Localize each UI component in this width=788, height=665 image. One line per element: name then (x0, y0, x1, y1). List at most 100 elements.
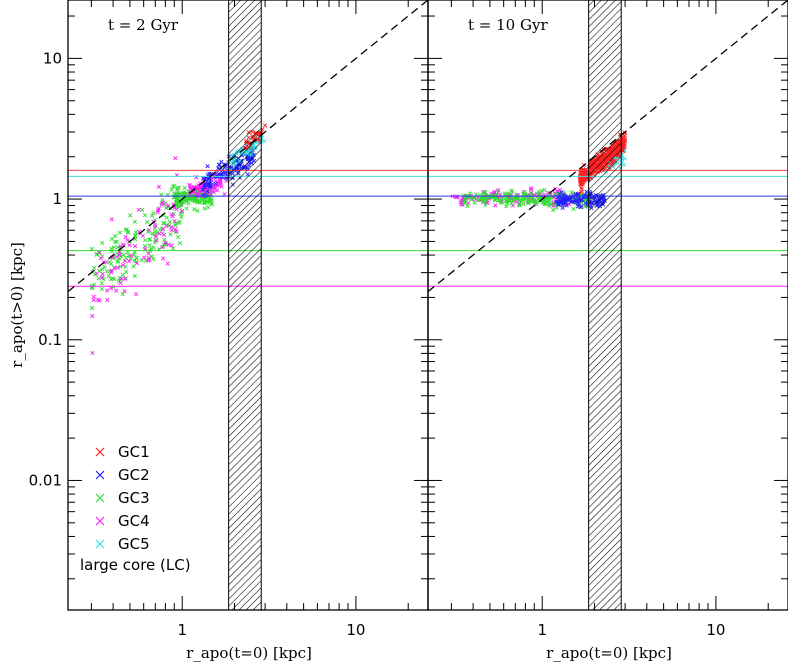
hatched-band (588, 0, 622, 611)
y-tick-label: 0.01 (29, 471, 62, 489)
point-gc3 (543, 202, 548, 207)
point-gc4 (174, 207, 179, 212)
point-gc3 (100, 240, 105, 246)
point-gc4 (127, 259, 132, 264)
point-gc3 (120, 272, 125, 277)
point-gc5 (621, 162, 627, 168)
point-gc2 (560, 205, 565, 211)
point-gc4 (91, 297, 96, 303)
point-gc3 (117, 230, 122, 235)
point-gc2 (559, 199, 565, 204)
point-gc2 (564, 196, 569, 201)
point-gc3 (463, 200, 468, 206)
point-gc3 (537, 198, 542, 203)
point-gc3 (151, 211, 156, 216)
point-gc3 (99, 287, 105, 292)
point-gc3 (517, 202, 522, 208)
point-gc3 (206, 205, 211, 210)
point-gc4 (134, 261, 139, 266)
point-gc3 (493, 197, 498, 202)
point-gc4 (161, 232, 167, 237)
point-gc3 (177, 241, 183, 246)
point-gc3 (173, 223, 178, 228)
point-gc4 (94, 271, 99, 276)
point-gc3 (121, 252, 126, 257)
point-gc3 (480, 190, 486, 196)
point-gc3 (504, 204, 509, 209)
point-gc3 (115, 245, 121, 250)
axis-ticks: 1 10 0.01 0.1 1 10 (29, 0, 428, 639)
legend-marker-gc2 (95, 470, 105, 480)
panel-label: t = 2 Gyr (108, 16, 179, 34)
point-gc3 (162, 237, 167, 242)
point-gc4 (510, 203, 516, 208)
point-gc3 (124, 227, 129, 232)
legend-label-gc4: GC4 (118, 512, 150, 530)
point-gc4 (557, 187, 563, 193)
point-gc4 (100, 271, 105, 277)
point-gc4 (179, 208, 185, 214)
point-gc2 (579, 205, 584, 210)
point-gc3 (182, 185, 187, 190)
point-gc4 (127, 243, 132, 248)
point-gc2 (578, 197, 583, 202)
y-tick-label: 10 (43, 49, 62, 67)
point-gc1 (578, 177, 583, 182)
point-gc2 (556, 201, 561, 207)
legend-label-gc1: GC1 (118, 443, 150, 461)
point-gc4 (160, 245, 165, 250)
point-gc2 (579, 197, 584, 203)
point-gc3 (208, 199, 213, 204)
point-gc3 (125, 230, 131, 235)
point-gc4 (529, 187, 534, 192)
point-gc4 (188, 186, 193, 192)
point-gc2 (584, 189, 589, 194)
point-gc3 (99, 281, 104, 286)
point-gc2 (574, 197, 580, 203)
point-gc2 (571, 199, 577, 204)
point-gc4 (125, 238, 130, 243)
point-gc4 (173, 156, 178, 161)
point-gc3 (175, 203, 180, 208)
point-gc3 (465, 203, 470, 209)
point-gc3 (112, 239, 118, 245)
point-gc4 (122, 276, 128, 281)
point-gc4 (216, 182, 222, 188)
point-gc4 (166, 242, 171, 247)
point-gc3 (111, 245, 117, 250)
point-gc3 (177, 200, 182, 205)
point-gc3 (106, 273, 111, 278)
point-gc3 (120, 292, 125, 297)
point-gc3 (144, 219, 150, 225)
point-gc3 (472, 200, 478, 205)
point-gc4 (172, 218, 177, 224)
point-gc2 (200, 187, 206, 192)
point-gc4 (159, 202, 164, 207)
point-gc3 (192, 207, 197, 212)
point-gc4 (155, 210, 160, 215)
point-gc4 (166, 203, 171, 208)
point-gc3 (128, 256, 133, 261)
x-tick-label: 1 (177, 621, 187, 639)
point-gc3 (188, 196, 193, 202)
legend: GC1 GC2 GC3 GC4 GC5 (95, 443, 150, 553)
point-gc3 (176, 220, 181, 226)
point-gc3 (473, 192, 479, 197)
point-gc3 (477, 193, 482, 198)
point-gc3 (149, 213, 155, 218)
point-gc3 (546, 203, 552, 209)
point-gc3 (150, 231, 155, 236)
point-gc4 (197, 188, 203, 194)
point-gc4 (136, 207, 141, 212)
point-gc3 (179, 202, 184, 208)
point-gc3 (123, 264, 128, 269)
point-gc4 (196, 191, 202, 197)
point-gc4 (90, 350, 95, 356)
point-gc3 (179, 214, 184, 220)
point-gc3 (186, 201, 191, 206)
point-gc2 (213, 181, 218, 186)
point-gc3 (147, 237, 152, 242)
point-gc3 (142, 213, 148, 218)
point-gc3 (158, 227, 163, 232)
point-gc3 (132, 273, 138, 278)
